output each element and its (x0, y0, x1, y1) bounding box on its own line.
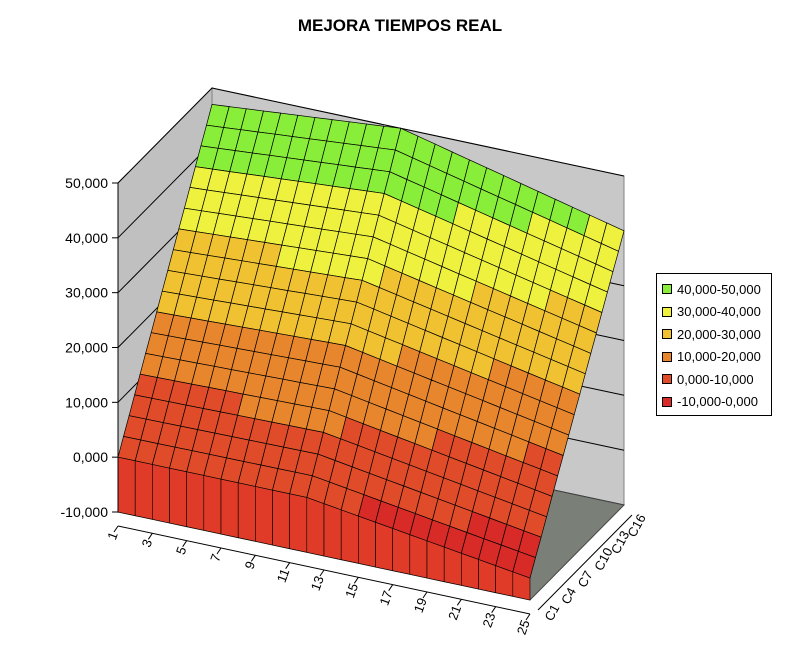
chart-legend: 40,000-50,000 30,000-40,000 20,000-30,000 1… (656, 273, 772, 416)
value-tick-label: 30,000 (65, 285, 108, 301)
surface-front-face (255, 486, 273, 546)
surface-front-face (392, 528, 411, 575)
x-tick-label: 3 (139, 537, 156, 549)
legend-swatch (662, 351, 672, 362)
x-tick (182, 540, 188, 547)
series-tick-label: C16 (624, 511, 648, 539)
series-tick-label: C7 (575, 568, 596, 590)
series-tick-label: C1 (541, 602, 562, 624)
x-tick (250, 555, 256, 562)
legend-swatch (662, 374, 672, 385)
x-tick-label: 21 (445, 603, 464, 622)
legend-item: 0,000-10,000 (662, 368, 771, 391)
x-tick (285, 562, 291, 569)
x-tick (319, 569, 325, 577)
surface-front-face (152, 464, 170, 524)
x-tick (147, 533, 153, 540)
surface-front-face (134, 460, 153, 520)
legend-item: 30,000-40,000 (662, 301, 771, 324)
surface-front-face (357, 515, 376, 568)
x-tick-label: 25 (514, 618, 533, 637)
legend-label: 30,000-40,000 (677, 304, 761, 320)
surface-front-face (323, 503, 342, 561)
surface-front-face (272, 489, 291, 550)
legend-label: 40,000-50,000 (677, 281, 761, 297)
legend-label: 10,000-20,000 (677, 349, 761, 365)
x-tick-label: 7 (207, 552, 224, 564)
surface-front-face (478, 559, 497, 594)
x-tick-label: 5 (173, 545, 190, 557)
x-tick (422, 591, 428, 599)
surface-front-face (289, 493, 308, 553)
surface-front-face (340, 509, 359, 564)
surface-front-face (203, 475, 222, 535)
x-tick (456, 599, 462, 606)
legend-label: 0,000-10,000 (677, 371, 754, 387)
surface-front-face (306, 497, 325, 557)
x-tick-label: 23 (479, 611, 498, 630)
x-tick-label: 19 (411, 596, 430, 615)
series-axis (537, 514, 633, 611)
value-tick-label: 20,000 (65, 340, 108, 356)
legend-label: -10,000-0,000 (677, 394, 758, 410)
value-tick-label: -10,000 (61, 504, 109, 520)
legend-swatch (662, 284, 672, 295)
legend-swatch (662, 396, 672, 407)
legend-item: -10,000-0,000 (662, 391, 771, 414)
legend-item: 40,000-50,000 (662, 278, 771, 301)
surface-plot (117, 104, 625, 601)
x-tick-label: 17 (376, 589, 395, 608)
surface-front-face (169, 467, 187, 528)
x-tick (388, 584, 394, 591)
legend-swatch (662, 329, 672, 340)
legend-item: 20,000-30,000 (662, 323, 771, 346)
surface-front-face (117, 456, 136, 517)
x-tick (113, 525, 119, 533)
x-tick (525, 613, 531, 621)
value-tick-label: 50,000 (65, 175, 108, 191)
legend-swatch (662, 306, 672, 317)
surface-front-face (426, 540, 445, 583)
surface-front-face (443, 546, 462, 586)
gridline (117, 87, 625, 184)
value-tick-label: 40,000 (65, 230, 108, 246)
x-tick-label: 13 (308, 574, 327, 593)
surface-front-face (375, 521, 394, 572)
x-tick (491, 606, 497, 613)
x-tick (216, 547, 222, 555)
surface-front-face (237, 482, 256, 542)
surface-front-face (186, 471, 205, 531)
chart-title: MEJORA TIEMPOS REAL (297, 16, 503, 35)
x-tick-label: 11 (274, 567, 293, 585)
value-tick-label: 0,000 (73, 449, 108, 465)
value-axis-labels: -10,000 0,000 10,000 20,000 30,000 40,000 50,0… (61, 175, 118, 520)
x-tick-label: 1 (104, 530, 121, 542)
surface-front-face (460, 552, 479, 590)
surface-front-face (220, 478, 239, 539)
x-tick-label: 15 (342, 581, 361, 600)
legend-item: 10,000-20,000 (662, 346, 771, 369)
value-tick-label: 10,000 (65, 394, 108, 410)
x-tick-label: 9 (242, 559, 259, 571)
surface-front-face (409, 534, 428, 579)
legend-label: 20,000-30,000 (677, 326, 761, 342)
series-tick-label: C4 (558, 585, 579, 607)
x-tick (353, 577, 359, 584)
surface-front-face (512, 571, 531, 601)
